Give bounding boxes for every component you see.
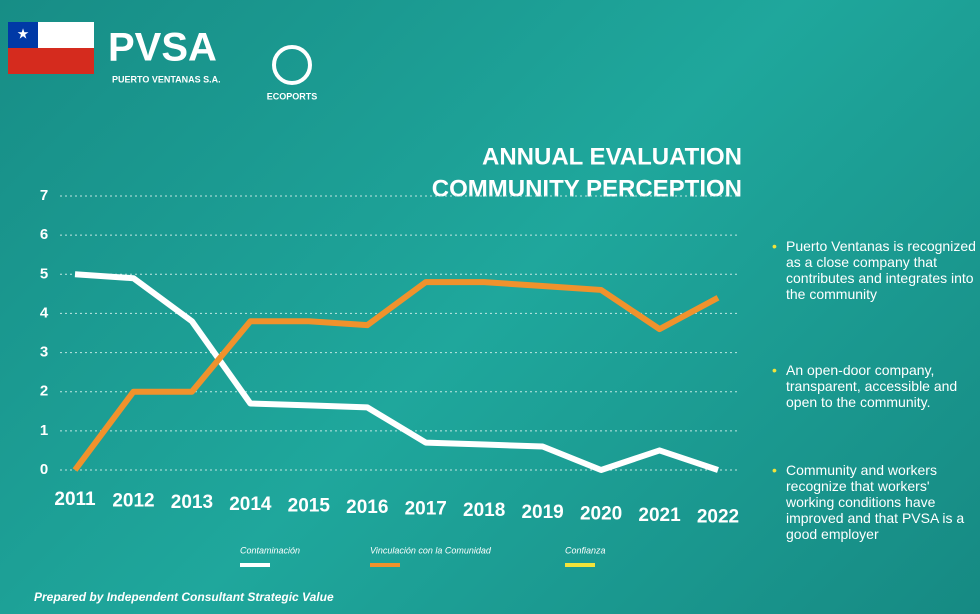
x-tick-label: 2021 [638, 505, 681, 526]
legend-label: Contaminación [240, 545, 300, 555]
bullet: Puerto Ventanas is recognized as a close… [770, 238, 980, 302]
y-tick-label: 3 [40, 344, 48, 361]
svg-text:★: ★ [17, 26, 30, 42]
x-tick-label: 2013 [171, 492, 213, 513]
y-tick-label: 4 [40, 304, 49, 321]
y-tick-label: 5 [40, 265, 48, 282]
bullet: Community and workers recognize that wor… [770, 462, 980, 542]
brand-subtitle: PUERTO VENTANAS S.A. [112, 74, 221, 84]
flag: ★ [8, 22, 94, 74]
chart-title: ANNUAL EVALUATION [482, 143, 742, 170]
x-tick-label: 2019 [521, 502, 563, 523]
series-line [72, 279, 720, 472]
y-tick-label: 7 [40, 187, 48, 204]
x-tick-label: 2016 [346, 497, 388, 518]
x-tick-label: 2012 [112, 491, 154, 512]
y-tick-label: 0 [40, 461, 48, 478]
x-tick-label: 2014 [229, 494, 272, 515]
x-tick-label: 2017 [405, 499, 447, 520]
brand-name: PVSA [108, 26, 217, 70]
chart-title: COMMUNITY PERCEPTION [432, 175, 742, 202]
y-tick-label: 1 [40, 422, 48, 439]
series-line [74, 271, 719, 473]
bullet: An open-door company, transparent, acces… [770, 362, 980, 410]
x-tick-label: 2015 [288, 495, 331, 516]
partner-name: ECOPORTS [267, 91, 318, 101]
x-tick-label: 2011 [54, 489, 96, 510]
footer: Prepared by Independent Consultant Strat… [34, 590, 334, 604]
x-tick-label: 2022 [697, 507, 739, 528]
partner-logo [272, 45, 312, 85]
legend-label: Confianza [565, 545, 606, 555]
x-tick-label: 2020 [580, 503, 622, 524]
y-tick-label: 6 [40, 226, 48, 243]
legend-label: Vinculación con la Comunidad [370, 545, 492, 555]
x-tick-label: 2018 [463, 500, 505, 521]
y-tick-label: 2 [40, 383, 48, 400]
